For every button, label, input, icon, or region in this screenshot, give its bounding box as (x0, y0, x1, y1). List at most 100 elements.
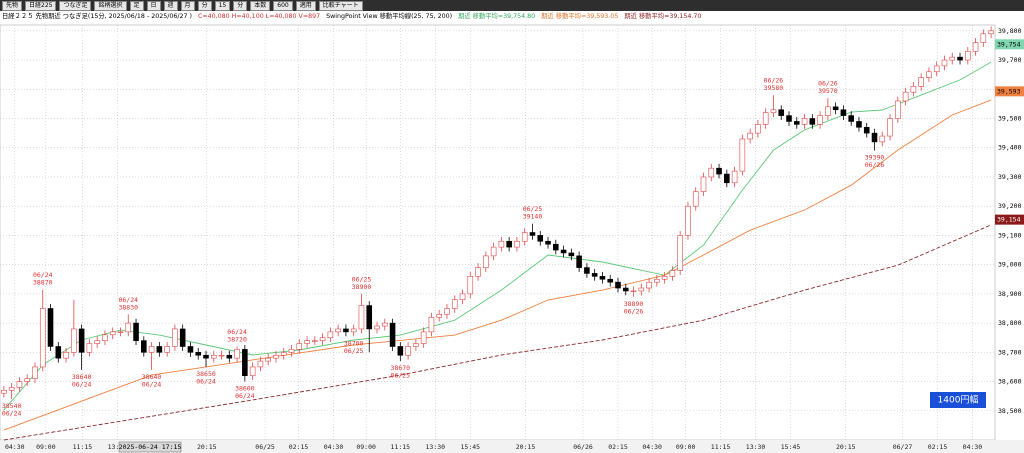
x-tick-label: 15:45 (461, 443, 481, 451)
candle-body (55, 346, 62, 359)
candle-body (8, 387, 15, 391)
toolbar-control[interactable]: 15 (214, 0, 231, 11)
candle-body (739, 138, 746, 172)
x-tick-label: 13:30 (746, 443, 766, 451)
candle-body (381, 322, 388, 327)
candle-body (475, 267, 481, 277)
x-tick-label: 13:30 (108, 443, 128, 451)
candle-body (568, 252, 575, 257)
candle-body (483, 255, 489, 268)
candle-body (599, 276, 606, 280)
swing-label: 38640 (72, 373, 92, 381)
price-badge-label: 39,593 (997, 87, 1021, 95)
candle-body (786, 115, 792, 122)
candle-body (125, 322, 132, 333)
toolbar-control[interactable]: 本数 (250, 0, 271, 11)
plot-area (0, 24, 996, 441)
toolbar-control[interactable]: 600 (273, 0, 293, 11)
x-tick-label: 15:45 (781, 443, 801, 451)
candle-body (63, 352, 69, 359)
candle-body (584, 267, 590, 274)
candle-body (972, 42, 979, 52)
swing-label: 06/24 (227, 328, 247, 336)
y-tick-label: 38,600 (998, 378, 1022, 386)
candle-body (257, 360, 264, 368)
candle-body (700, 176, 707, 192)
candle-body (957, 56, 963, 61)
candle-body (980, 33, 987, 43)
toolbar-control[interactable]: 分 (197, 0, 212, 11)
swing-label: 38900 (352, 283, 372, 291)
candle-body (195, 352, 202, 356)
swing-label: 38640 (142, 373, 162, 381)
candle-body (374, 325, 380, 330)
y-tick-label: 39,000 (998, 261, 1022, 269)
candle-body (840, 109, 847, 116)
toolbar-control[interactable]: 週 (163, 0, 178, 11)
price-badge (995, 214, 1024, 225)
candle-body (848, 115, 854, 122)
candle-body (716, 167, 722, 175)
toolbar-control[interactable]: 先物 (2, 0, 23, 11)
candle-body (459, 293, 466, 301)
toolbar-control[interactable]: 比較チャート (318, 0, 363, 11)
toolbar-control[interactable]: つなぎ足 (59, 0, 92, 11)
candle-body (86, 343, 93, 353)
candle-body (109, 331, 116, 336)
candle-body (389, 322, 396, 347)
candle-body (312, 340, 318, 342)
toolbar-control[interactable]: 足 (129, 0, 144, 11)
toolbar-control[interactable]: 日 (146, 0, 161, 11)
x-tick-label: 02:15 (289, 443, 309, 451)
candle-body (553, 243, 559, 251)
toolbar-control[interactable]: 銘柄選択 (94, 0, 127, 11)
y-tick-label: 38,500 (998, 407, 1022, 415)
y-tick-label: 39,500 (998, 115, 1022, 123)
toolbar-control[interactable]: 分 (233, 0, 248, 11)
candle-body (685, 205, 691, 236)
candle-body (179, 328, 186, 347)
x-tick-label: 04:30 (642, 443, 662, 451)
toolbar-control[interactable]: 日経225 (25, 0, 57, 11)
x-axis-band (0, 440, 1024, 453)
candle-body (801, 118, 808, 125)
toolbar-control[interactable]: 適用 (295, 0, 316, 11)
moving-average (3, 99, 992, 431)
candle-body (863, 126, 870, 134)
candle-body (350, 328, 357, 333)
swing-label: 06/24 (196, 377, 216, 385)
candle-body (304, 340, 310, 344)
swing-label: 38650 (196, 370, 216, 378)
candle-body (607, 278, 614, 283)
candle-body (16, 381, 23, 388)
swing-label: 39390 (865, 154, 885, 162)
info-text: 日経２２５ 先物期近 つなぎ足(15分, 2025/06/18 - 2025/0… (2, 13, 192, 20)
candle-body (793, 121, 800, 125)
swing-label: 06/25 (344, 347, 364, 355)
swing-label: 06/25 (523, 205, 543, 213)
candle-body (102, 334, 108, 341)
candle-body (514, 240, 520, 248)
candle-body (521, 232, 528, 242)
swing-label: 06/24 (2, 410, 22, 418)
candle-body (94, 340, 100, 344)
x-tick-label: 02:15 (608, 443, 628, 451)
swing-label: 38670 (391, 364, 411, 372)
swing-label: 38540 (2, 402, 22, 410)
candle-body (731, 170, 738, 184)
x-tick-label: 11:15 (73, 443, 93, 451)
swing-label: 39140 (523, 213, 543, 221)
candle-body (234, 349, 240, 359)
toolbar: 先物 日経225 つなぎ足 銘柄選択足日週月分 15 分本数 600 適用 比較チャート (0, 0, 1024, 11)
x-tick-label: 13:30 (426, 443, 446, 451)
candle-body (965, 51, 971, 61)
candle-body (856, 121, 862, 128)
x-tick-label: 09:00 (356, 443, 376, 451)
x-tick-label: 09:00 (36, 443, 56, 451)
candle-body (646, 281, 652, 289)
candle-body (265, 357, 271, 362)
candle-body (78, 328, 85, 353)
toolbar-control[interactable]: 月 (180, 0, 195, 11)
candle-body (910, 86, 917, 93)
candle-body (941, 59, 948, 67)
